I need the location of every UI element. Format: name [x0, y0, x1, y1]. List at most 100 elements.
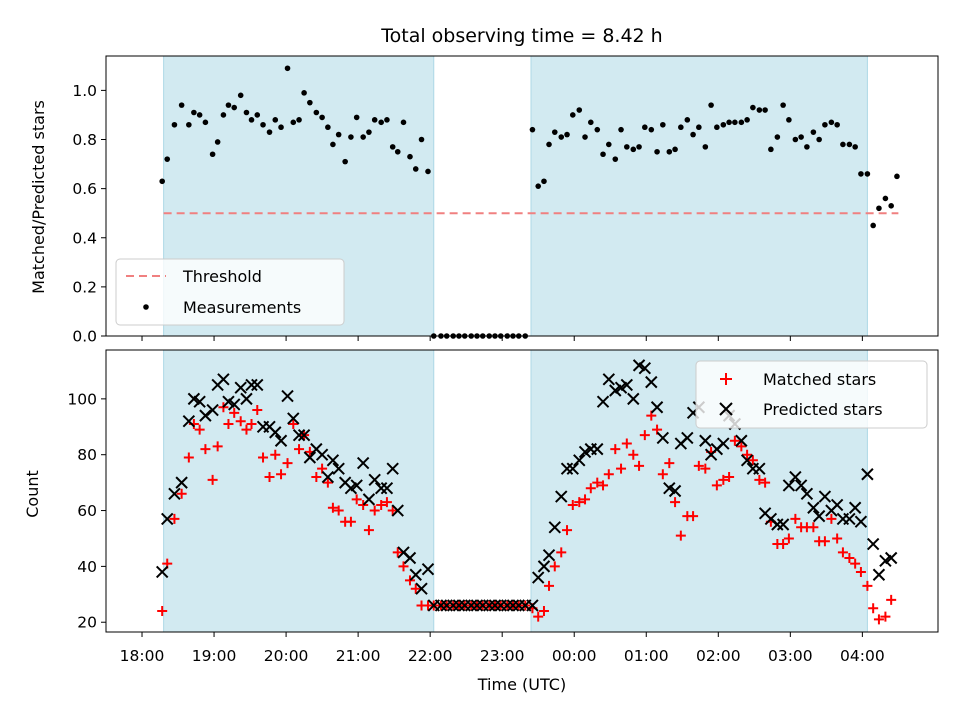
predicted-star-point [403, 551, 417, 565]
x-tick-label: 00:00 [552, 647, 597, 665]
measurement-point [284, 65, 291, 72]
predicted-star-point [794, 479, 808, 492]
top-x-ticks [141, 336, 863, 341]
measurement-point [389, 144, 396, 150]
x-tick-label: 01:00 [624, 647, 669, 665]
top-y-axis-label: Matched/Predicted stars [29, 100, 48, 294]
measurement-point [266, 129, 273, 135]
predicted-star-point [234, 381, 247, 394]
matched-star-point [693, 460, 704, 471]
predicted-star-point [645, 375, 658, 389]
predicted-star-point [287, 412, 300, 425]
predicted-star-point [537, 560, 551, 573]
predicted-star-point [506, 599, 520, 612]
measurement-point [744, 117, 750, 123]
measurement-point [558, 134, 565, 140]
top-markers [159, 65, 900, 339]
matched-star-point [398, 561, 409, 572]
matched-star-point [819, 536, 830, 547]
x-axis-label: Time (UTC) [477, 675, 566, 694]
x-tick-label: 22:00 [408, 647, 453, 665]
predicted-star-point [251, 378, 264, 392]
predicted-star-point [386, 462, 399, 475]
bottom-legend-box [695, 360, 928, 429]
measurement-point [301, 90, 307, 96]
matched-star-point [670, 497, 681, 508]
measurement-point [394, 148, 401, 155]
predicted-star-point [848, 501, 862, 514]
predicted-star-point [374, 482, 388, 495]
matched-star-point [675, 530, 686, 541]
matched-star-point [345, 516, 356, 527]
matched-star-point [311, 472, 322, 483]
measurement-point [870, 222, 876, 229]
bottom-legend: Matched stars Predicted stars [695, 360, 928, 429]
y-tick-label: 0.0 [72, 328, 97, 346]
measurement-point [546, 141, 552, 148]
measurement-point [272, 117, 279, 123]
matched-star-point [868, 603, 879, 614]
matched-star-point [862, 580, 873, 591]
predicted-star-point [245, 378, 258, 392]
measurement-point [774, 134, 781, 140]
matched-star-point [392, 547, 403, 558]
matched-star-point [229, 407, 240, 418]
measurement-point [624, 144, 630, 150]
measurement-point [529, 126, 536, 133]
measurement-point [290, 119, 297, 126]
measurement-point [654, 148, 660, 155]
measurement-point [418, 136, 425, 143]
measurement-point [296, 117, 302, 123]
predicted-star-point [168, 487, 181, 500]
bottom-markers [155, 360, 898, 625]
matched-star-point [873, 614, 884, 625]
measurement-point [612, 156, 619, 162]
x-tick-label: 21:00 [336, 647, 381, 665]
matched-star-point [404, 575, 415, 586]
y-tick-label: 0.6 [72, 180, 97, 198]
y-tick-label: 0.4 [72, 229, 97, 247]
matched-star-point [194, 424, 205, 435]
predicted-star-point [656, 431, 670, 445]
measurement-point [810, 129, 817, 135]
matched-star-point [258, 452, 269, 463]
predicted-star-point [421, 562, 435, 576]
predicted-star-point [740, 454, 754, 467]
predicted-star-point [452, 599, 466, 612]
matched-star-point [246, 418, 257, 429]
matched-star-point [790, 513, 801, 524]
measurement-point [366, 129, 372, 135]
measurement-point [582, 134, 588, 140]
legend-matched-swatch [720, 373, 732, 385]
legend-threshold-label: Threshold [182, 267, 262, 286]
predicted-star-point [281, 389, 294, 403]
legend-matched-label: Matched stars [763, 370, 876, 389]
matched-star-point [567, 499, 578, 510]
measurement-point [378, 119, 384, 126]
measurement-point [330, 141, 336, 148]
measurement-point [726, 119, 732, 126]
predicted-star-point [542, 549, 556, 562]
predicted-star-point [717, 437, 730, 450]
x-tick-label: 04:00 [840, 647, 885, 665]
measurement-point [541, 178, 547, 185]
matched-star-point [718, 474, 729, 485]
predicted-star-point [350, 479, 363, 492]
measurement-point [202, 119, 209, 126]
matched-star-point [598, 480, 609, 491]
matched-star-point [621, 438, 632, 449]
predicted-star-point [155, 565, 169, 579]
measurement-point [840, 141, 846, 148]
predicted-star-point [321, 470, 335, 484]
matched-star-point [855, 566, 866, 577]
measurement-point [348, 134, 354, 140]
matched-star-point [664, 458, 675, 469]
predicted-star-point [681, 431, 694, 445]
y-tick-label: 1.0 [72, 82, 97, 100]
matched-star-point [223, 418, 234, 429]
predicted-star-point [228, 398, 241, 411]
predicted-star-point [771, 518, 784, 531]
measurement-point [768, 146, 774, 153]
measurement-point [307, 99, 313, 106]
predicted-star-point [789, 470, 802, 484]
